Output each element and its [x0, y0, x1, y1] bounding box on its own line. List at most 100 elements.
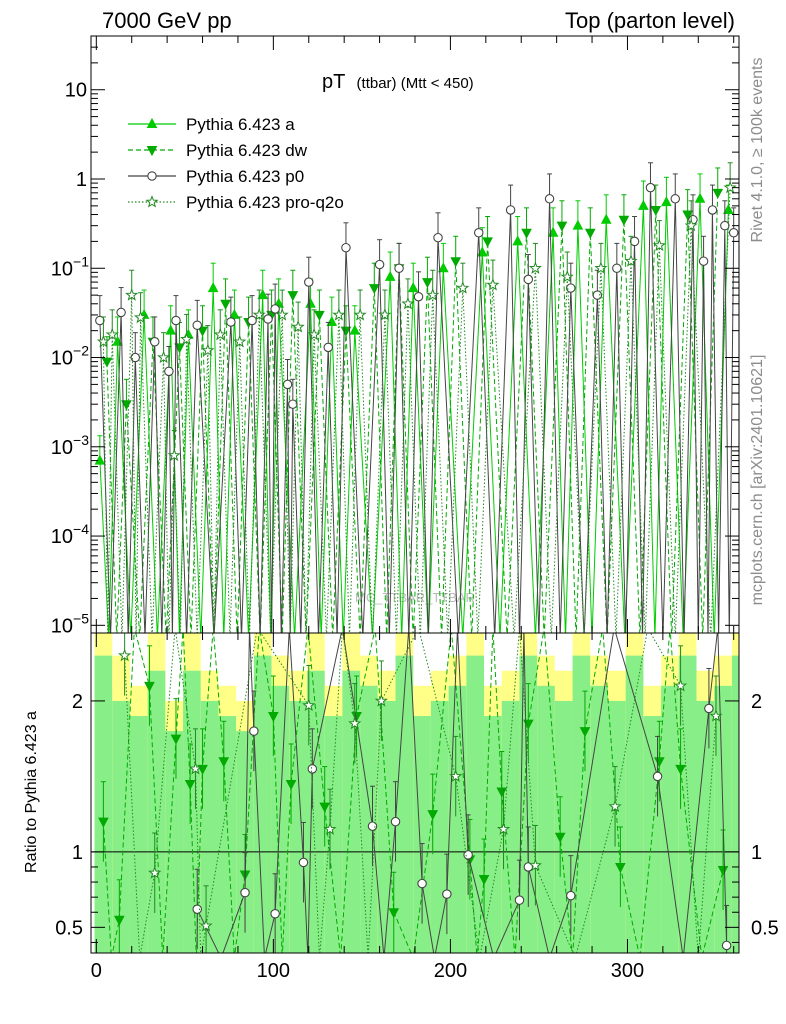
- band-green: [129, 716, 148, 953]
- data-point: [304, 277, 314, 287]
- ratio-point: [514, 895, 525, 905]
- data-point: [95, 315, 105, 326]
- data-point: [220, 299, 231, 310]
- series-2: [95, 162, 739, 633]
- data-point: [378, 307, 392, 321]
- band-green: [165, 731, 184, 953]
- band-green: [590, 685, 608, 953]
- data-point: [413, 291, 424, 302]
- legend-label: Pythia 6.423 p0: [186, 167, 304, 186]
- x-tick-label: 100: [257, 960, 290, 982]
- data-point: [130, 352, 141, 363]
- data-point: [698, 256, 709, 266]
- data-point: [433, 232, 443, 243]
- band-green: [484, 716, 502, 953]
- ratio-y-tick-label: 1: [72, 842, 83, 864]
- data-point: [650, 205, 662, 217]
- data-point: [101, 357, 113, 368]
- band-green: [501, 700, 520, 953]
- band-green: [342, 670, 361, 953]
- data-point: [192, 320, 202, 330]
- legend-item: Pythia 6.423 a: [128, 115, 295, 134]
- legend-marker: [146, 146, 158, 157]
- ratio-y-tick-label: 0.5: [55, 917, 83, 939]
- data-point: [207, 281, 219, 293]
- data-point: [323, 342, 333, 353]
- legend-item: Pythia 6.423 dw: [128, 141, 308, 160]
- header-right: Top (parton level): [565, 8, 735, 33]
- data-point: [263, 314, 273, 324]
- x-tick-label: 0: [91, 960, 102, 982]
- data-point: [407, 281, 419, 293]
- y-tick-label: 10−5: [51, 610, 89, 637]
- data-point: [213, 327, 227, 341]
- data-point: [584, 228, 596, 239]
- legend: Pythia 6.423 a Pythia 6.423 dw Pythia 6.42…: [128, 115, 344, 212]
- legend-marker: [146, 117, 158, 128]
- main-y-axis: 10−5 10−4 10−3 10−2 10−1 1 10: [51, 35, 739, 637]
- data-point: [523, 274, 534, 285]
- ratio-point: [566, 890, 576, 901]
- data-point: [341, 242, 351, 253]
- data-point: [133, 310, 148, 324]
- y-tick-label: 10−3: [51, 432, 89, 459]
- data-point: [165, 324, 177, 335]
- data-point: [164, 366, 174, 377]
- ratio-point: [417, 878, 427, 889]
- data-point: [270, 304, 280, 314]
- data-point: [723, 180, 737, 194]
- ratio-point: [449, 769, 463, 782]
- ratio-point: [704, 703, 714, 714]
- band-green: [360, 685, 378, 953]
- data-point: [645, 182, 656, 193]
- x-tick-label: 300: [611, 960, 644, 982]
- ratio-point: [388, 908, 400, 919]
- data-point: [707, 205, 718, 215]
- data-point: [521, 228, 532, 239]
- data-point: [426, 288, 440, 301]
- data-point: [326, 315, 338, 327]
- series-line-0: [99, 198, 729, 633]
- band-green: [430, 700, 449, 953]
- ratio-point: [323, 822, 337, 835]
- ratio-point: [268, 712, 279, 723]
- band-green: [112, 700, 130, 953]
- data-point: [482, 237, 493, 248]
- ratio-point: [528, 858, 542, 872]
- y-tick-label: 10: [65, 80, 87, 102]
- data-point: [612, 263, 622, 274]
- ratio-point: [240, 887, 250, 898]
- data-point: [157, 350, 171, 364]
- band-green: [377, 700, 396, 953]
- band-green: [200, 700, 219, 953]
- watermark: MC_TTBAR_TTBAR: [355, 590, 475, 605]
- band-green: [395, 655, 414, 953]
- data-point: [180, 332, 194, 345]
- data-point: [712, 188, 724, 199]
- ratio-point: [442, 889, 452, 899]
- ratio-point: [652, 771, 663, 782]
- data-point: [394, 263, 404, 274]
- data-point: [670, 194, 681, 204]
- y-tick-label: 10−2: [51, 343, 89, 370]
- band-green: [448, 685, 467, 953]
- data-point: [94, 454, 106, 465]
- data-point: [528, 261, 542, 274]
- data-point: [96, 334, 110, 348]
- data-point: [247, 315, 257, 326]
- data-point: [288, 399, 298, 409]
- data-point: [105, 327, 119, 341]
- data-point: [116, 307, 126, 318]
- data-point: [505, 205, 516, 215]
- x-tick-label: 200: [434, 960, 467, 982]
- data-point: [566, 283, 576, 293]
- data-point: [600, 213, 612, 224]
- data-point: [473, 227, 484, 238]
- data-point: [252, 307, 266, 321]
- header-left: 7000 GeV pp: [102, 8, 232, 33]
- data-point: [353, 307, 367, 321]
- band-green: [218, 716, 237, 953]
- ratio-x-axis: 0 100 200 300: [91, 633, 735, 982]
- ratio-point: [717, 865, 729, 877]
